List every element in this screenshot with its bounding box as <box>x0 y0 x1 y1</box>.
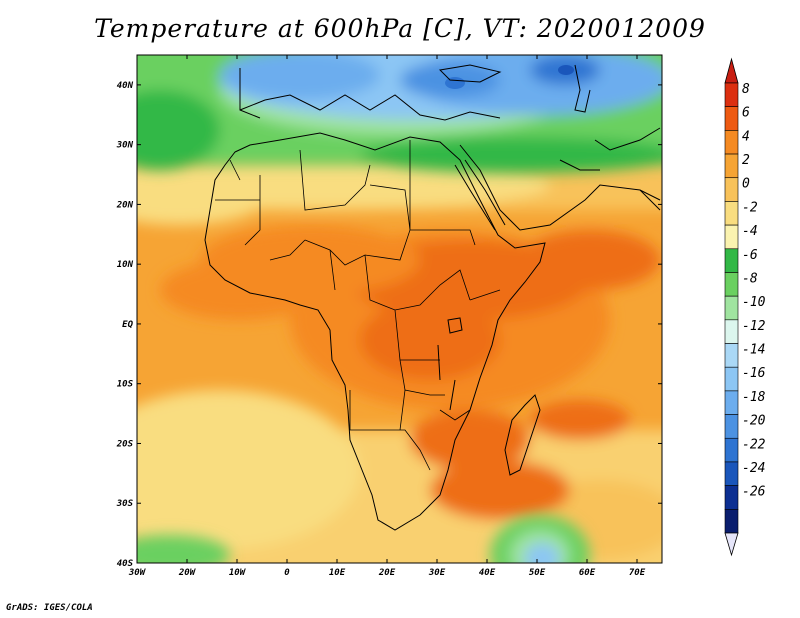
lat-tick-label: 40N <box>117 81 134 91</box>
colorbar-level-label: -26 <box>742 485 766 500</box>
lat-tick-label: EQ <box>122 320 133 330</box>
colorbar-swatch <box>724 390 739 415</box>
colorbar-level-label: -12 <box>742 319 766 334</box>
colorbar-swatch <box>724 319 739 344</box>
colorbar-top-triangle <box>724 57 739 84</box>
country-borders <box>215 140 501 471</box>
south-asia-coast <box>639 189 661 211</box>
colorbar-swatch <box>724 343 739 368</box>
colorbar-swatch <box>724 437 739 463</box>
black-sea <box>438 64 502 83</box>
caspian-sea <box>574 64 591 113</box>
credit-label: GrADS: IGES/COLA <box>6 603 93 613</box>
colorbar-swatch <box>724 509 739 534</box>
lat-tick-label: 20N <box>116 200 134 210</box>
lat-tick-label: 10S <box>117 380 134 390</box>
lat-tick-label: 20S <box>116 439 134 449</box>
rift-lakes <box>437 344 456 411</box>
africa-coastline <box>204 132 546 531</box>
lon-tick-label: 60E <box>579 568 596 578</box>
coastline-overlay <box>204 64 661 531</box>
colorbar-swatch <box>724 485 739 510</box>
lon-tick-label: 70E <box>629 568 646 578</box>
lon-tick-label: 20W <box>178 568 197 578</box>
colorbar-swatch <box>724 414 739 439</box>
colorbar-level-label: -14 <box>742 343 765 358</box>
colorbar-level-label: 4 <box>742 129 750 144</box>
temperature-field <box>137 55 662 563</box>
colorbar-level-label: -10 <box>742 295 766 310</box>
colorbar-swatch <box>724 177 739 202</box>
lon-tick-label: 30W <box>128 568 147 578</box>
colorbar: 8 6 4 2 0 -2 -4 -6 -8 -10 -12 -14 -16 -18 -20 -22 -24 -26 <box>724 57 766 557</box>
lon-tick-label: 30E <box>428 568 446 578</box>
colorbar-swatch <box>724 366 739 392</box>
plot-frame <box>136 54 663 564</box>
colorbar-swatch <box>724 153 739 179</box>
persian-gulf <box>559 127 661 171</box>
lon-tick-label: 0 <box>284 568 290 578</box>
colorbar-swatch <box>724 106 739 131</box>
colorbar-swatch <box>724 130 739 155</box>
colorbar-level-label: 0 <box>742 177 750 192</box>
colorbar-level-label: 8 <box>742 82 750 97</box>
arabia-coastline <box>459 144 661 231</box>
lon-tick-label: 20E <box>378 568 396 578</box>
colorbar-swatch <box>724 295 739 321</box>
lon-tick-label: 10E <box>329 568 346 578</box>
colorbar-level-label: -24 <box>742 461 765 476</box>
colorbar-level-label: -8 <box>742 271 758 286</box>
lake-victoria <box>447 317 463 334</box>
lat-tick-label: 30N <box>116 141 134 151</box>
colorbar-swatch <box>724 248 739 273</box>
map-axes: 30W 20W 10W 0 10E 20E 30E 40E 50E 60E 70E 40N 30N 20N… <box>116 55 662 578</box>
colorbar-swatch <box>724 82 739 107</box>
colorbar-level-label: -2 <box>742 200 758 215</box>
map-title: Temperature at 600hPa [C], VT: 202001200… <box>94 14 706 43</box>
colorbar-level-label: -22 <box>742 437 766 452</box>
lat-tick-label: 40S <box>117 559 134 569</box>
colorbar-level-label: -20 <box>742 414 766 429</box>
colorbar-level-label: 6 <box>742 106 750 121</box>
colorbar-level-label: -16 <box>742 366 766 381</box>
colorbar-swatch <box>724 461 739 486</box>
lon-tick-label: 10W <box>229 568 247 578</box>
colorbar-swatch <box>724 272 739 297</box>
colorbar-swatch <box>724 224 739 250</box>
colorbar-level-label: -18 <box>742 390 766 405</box>
colorbar-level-label: -4 <box>742 224 758 239</box>
colorbar-swatch <box>724 201 739 226</box>
lat-tick-label: 30S <box>116 499 134 509</box>
colorbar-bottom-triangle <box>724 532 739 557</box>
lon-tick-label: 40E <box>479 568 496 578</box>
red-sea <box>454 159 506 231</box>
iberia-coast <box>239 68 261 119</box>
colorbar-level-label: 2 <box>742 153 750 168</box>
colorbar-level-label: -6 <box>742 248 758 263</box>
lon-tick-label: 50E <box>529 568 546 578</box>
lat-tick-label: 10N <box>117 260 134 270</box>
madagascar-coastline <box>504 394 541 476</box>
mediterranean-north-coast <box>239 94 501 121</box>
